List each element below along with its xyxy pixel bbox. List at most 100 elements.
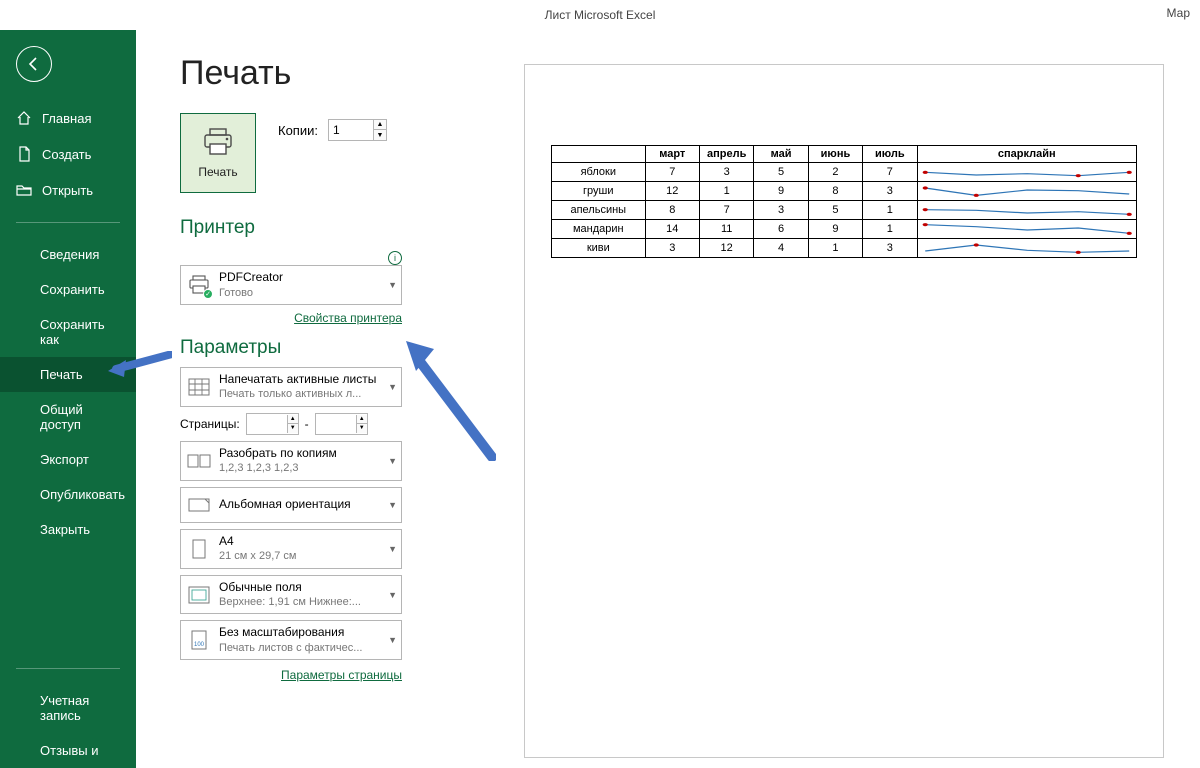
- chevron-down-icon: ▼: [388, 456, 397, 466]
- data-cell: 12: [645, 182, 699, 201]
- preview-col-header: май: [754, 146, 808, 163]
- data-cell: 1: [808, 239, 862, 258]
- backstage-sidebar: Главная Создать Открыть Сведения Сохрани…: [0, 30, 136, 768]
- page-from-up[interactable]: ▲: [287, 415, 298, 424]
- sheets-icon: [188, 378, 210, 396]
- data-cell: 14: [645, 220, 699, 239]
- nav-open[interactable]: Открыть: [0, 172, 136, 208]
- home-icon: [16, 110, 32, 126]
- scaling-dropdown[interactable]: 100 Без масштабирования Печать листов с …: [180, 620, 402, 660]
- back-button[interactable]: [16, 46, 52, 82]
- paper-dropdown[interactable]: A4 21 см x 29,7 см ▼: [180, 529, 402, 569]
- print-what-dropdown[interactable]: Напечатать активные листы Печать только …: [180, 367, 402, 407]
- printer-info-icon[interactable]: i: [388, 251, 402, 265]
- landscape-icon: [188, 497, 210, 513]
- row-label: апельсины: [552, 201, 646, 220]
- paper-title: A4: [219, 534, 395, 550]
- nav-export[interactable]: Экспорт: [0, 442, 136, 477]
- print-what-title: Напечатать активные листы: [219, 372, 395, 388]
- scaling-icon: 100: [189, 630, 209, 650]
- row-label: киви: [552, 239, 646, 258]
- nav-info[interactable]: Сведения: [0, 237, 136, 272]
- collate-icon: [187, 453, 211, 469]
- preview-col-header: июль: [863, 146, 917, 163]
- nav-share[interactable]: Общий доступ: [0, 392, 136, 442]
- orientation-title: Альбомная ориентация: [219, 497, 395, 513]
- page-to-down[interactable]: ▼: [356, 424, 367, 433]
- collate-title: Разобрать по копиям: [219, 446, 395, 462]
- data-cell: 8: [808, 182, 862, 201]
- paper-sub: 21 см x 29,7 см: [219, 549, 395, 563]
- row-label: груши: [552, 182, 646, 201]
- data-cell: 3: [863, 182, 917, 201]
- data-cell: 7: [863, 163, 917, 182]
- nav-account[interactable]: Учетная запись: [0, 683, 136, 733]
- preview-col-header: апрель: [699, 146, 753, 163]
- orientation-dropdown[interactable]: Альбомная ориентация ▼: [180, 487, 402, 523]
- nav-publish[interactable]: Опубликовать: [0, 477, 136, 512]
- chevron-down-icon: ▼: [388, 590, 397, 600]
- sparkline-cell: [917, 239, 1136, 258]
- preview-table: мартапрельмайиюньиюльспарклайн яблоки735…: [551, 145, 1137, 258]
- table-row: киви312413: [552, 239, 1137, 258]
- page-to-up[interactable]: ▲: [356, 415, 367, 424]
- page-to-input[interactable]: [316, 414, 356, 434]
- pages-range-dash: -: [305, 417, 309, 431]
- preview-col-header: март: [645, 146, 699, 163]
- data-cell: 9: [754, 182, 808, 201]
- nav-home-label: Главная: [42, 111, 91, 126]
- print-what-sub: Печать только активных л...: [219, 387, 395, 401]
- nav-save[interactable]: Сохранить: [0, 272, 136, 307]
- print-button[interactable]: Печать: [180, 113, 256, 193]
- sparkline-cell: [917, 201, 1136, 220]
- page-from-down[interactable]: ▼: [287, 424, 298, 433]
- copies-label: Копии:: [278, 123, 318, 138]
- table-row: мандарин1411691: [552, 220, 1137, 239]
- data-cell: 3: [699, 163, 753, 182]
- data-cell: 5: [808, 201, 862, 220]
- data-cell: 1: [699, 182, 753, 201]
- row-label: яблоки: [552, 163, 646, 182]
- collate-dropdown[interactable]: Разобрать по копиям 1,2,3 1,2,3 1,2,3 ▼: [180, 441, 402, 481]
- print-preview: мартапрельмайиюньиюльспарклайн яблоки735…: [524, 64, 1164, 758]
- preview-col-header: спарклайн: [917, 146, 1136, 163]
- nav-feedback[interactable]: Отзывы и: [0, 733, 136, 768]
- data-cell: 1: [863, 201, 917, 220]
- chevron-down-icon: ▼: [388, 382, 397, 392]
- chevron-down-icon: ▼: [388, 544, 397, 554]
- page-from-input[interactable]: [247, 414, 287, 434]
- nav-new-label: Создать: [42, 147, 91, 162]
- nav-close[interactable]: Закрыть: [0, 512, 136, 547]
- nav-save-as[interactable]: Сохранить как: [0, 307, 136, 357]
- copies-input[interactable]: [328, 119, 374, 141]
- chevron-down-icon: ▼: [388, 280, 397, 290]
- row-label: мандарин: [552, 220, 646, 239]
- page-setup-link[interactable]: Параметры страницы: [281, 668, 402, 682]
- nav-new[interactable]: Создать: [0, 136, 136, 172]
- svg-text:100: 100: [194, 642, 205, 648]
- copies-spin-down[interactable]: ▼: [374, 130, 386, 140]
- margins-icon: [188, 586, 210, 604]
- preview-col-header: июнь: [808, 146, 862, 163]
- collate-sub: 1,2,3 1,2,3 1,2,3: [219, 461, 395, 475]
- margins-dropdown[interactable]: Обычные поля Верхнее: 1,91 см Нижнее:...…: [180, 575, 402, 615]
- sparkline-cell: [917, 182, 1136, 201]
- folder-open-icon: [16, 182, 32, 198]
- printer-properties-link[interactable]: Свойства принтера: [294, 311, 402, 325]
- nav-print[interactable]: Печать: [0, 357, 136, 392]
- data-cell: 7: [699, 201, 753, 220]
- table-row: яблоки73527: [552, 163, 1137, 182]
- titlebar-title: Лист Microsoft Excel: [545, 8, 656, 22]
- printer-name: PDFCreator: [219, 270, 395, 286]
- printer-ready-badge-icon: [203, 289, 213, 299]
- margins-sub: Верхнее: 1,91 см Нижнее:...: [219, 595, 395, 609]
- new-file-icon: [16, 146, 32, 162]
- copies-spin-up[interactable]: ▲: [374, 120, 386, 130]
- printer-dropdown[interactable]: PDFCreator Готово ▼: [180, 265, 402, 305]
- data-cell: 3: [645, 239, 699, 258]
- chevron-down-icon: ▼: [388, 635, 397, 645]
- titlebar-right-text: Мар: [1167, 6, 1190, 20]
- nav-home[interactable]: Главная: [0, 100, 136, 136]
- table-row: груши121983: [552, 182, 1137, 201]
- data-cell: 8: [645, 201, 699, 220]
